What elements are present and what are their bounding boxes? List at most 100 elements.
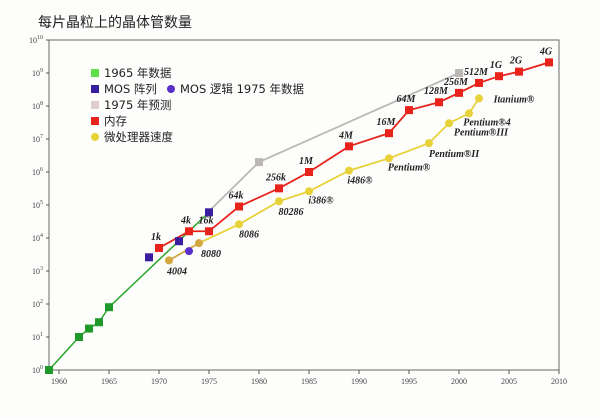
legend-marker-2 (91, 101, 99, 109)
legend-label: 1965 年数据 (104, 66, 172, 80)
series-line-processor (198, 97, 480, 244)
memory-data-label: 4M (338, 130, 354, 141)
x-tick-label: 1985 (301, 377, 317, 386)
marker-processor (275, 197, 283, 206)
y-tick-label: 102 (32, 299, 43, 309)
marker-1965-data (95, 318, 103, 327)
processor-data-label: 8086 (239, 229, 259, 240)
memory-data-label: 2G (509, 56, 523, 67)
x-tick-label: 1970 (151, 377, 167, 386)
marker-memory (515, 67, 523, 76)
series-line-1965 (48, 211, 210, 371)
y-tick-label: 100 (32, 365, 43, 375)
marker-1965-data (85, 324, 93, 333)
memory-data-label: 256M (443, 77, 469, 88)
marker-memory (205, 227, 213, 236)
marker-1975-prediction (255, 158, 263, 167)
marker-processor (195, 239, 203, 248)
memory-data-label: 64k (229, 191, 244, 202)
memory-data-label: 64M (397, 94, 417, 105)
marker-processor (475, 94, 483, 103)
marker-memory (155, 243, 163, 252)
processor-data-label: 8080 (201, 249, 221, 260)
legend-label: 1975 年预测 (104, 98, 171, 112)
processor-data-label: Itanium® (493, 94, 535, 105)
marker-1965-data (75, 333, 83, 341)
marker-mos-array (205, 208, 213, 217)
x-tick-label: 1990 (351, 377, 367, 386)
processor-data-label: Pentium®4 (463, 117, 510, 128)
marker-memory (275, 184, 283, 193)
legend-marker-1 (91, 85, 99, 93)
y-tick-label: 106 (32, 167, 43, 177)
marker-processor (345, 166, 353, 175)
legend-marker-mos-logic (167, 85, 175, 93)
marker-mos-logic (185, 247, 193, 256)
y-tick-label: 103 (32, 266, 43, 276)
memory-data-label: 512M (464, 67, 489, 78)
legend-label: MOS 逻辑 1975 年数据 (180, 82, 305, 96)
processor-data-label: Pentium®II (429, 149, 480, 160)
memory-data-label: 1k (151, 232, 161, 243)
memory-data-label: 256k (265, 172, 286, 183)
y-tick-label: 1010 (29, 35, 43, 45)
marker-memory (305, 168, 313, 176)
x-tick-label: 1995 (401, 377, 417, 386)
memory-data-label: 128M (424, 86, 449, 97)
marker-memory (235, 202, 243, 211)
marker-mos-array (145, 253, 153, 262)
x-tick-label: 1975 (201, 377, 217, 386)
processor-data-label: Pentium®III (454, 127, 509, 138)
legend-marker-0 (91, 69, 99, 77)
marker-memory (475, 78, 483, 87)
marker-processor (385, 154, 393, 163)
marker-memory (495, 72, 503, 81)
marker-1965-data (105, 303, 113, 312)
series-line-processor-early (168, 242, 200, 262)
marker-memory (455, 88, 463, 97)
chart-title: 每片晶粒上的晶体管数量 (38, 15, 192, 31)
marker-memory (385, 129, 393, 138)
memory-data-label: 1G (490, 60, 503, 71)
processor-data-label: i486® (347, 176, 373, 187)
marker-1965-data (45, 366, 53, 374)
legend-marker-4 (91, 133, 99, 141)
legend-marker-3 (91, 117, 99, 125)
y-tick-label: 108 (32, 101, 43, 111)
legend-label: 微处理器速度 (104, 130, 173, 144)
processor-data-label: 80286 (279, 207, 304, 218)
processor-data-label: Pentium® (388, 162, 431, 173)
processor-data-label: i386® (308, 195, 334, 206)
memory-data-label: 16k (199, 215, 214, 226)
marker-memory (435, 98, 443, 107)
y-tick-label: 101 (32, 332, 43, 342)
x-tick-label: 1965 (101, 377, 117, 386)
marker-processor (445, 119, 453, 128)
memory-data-label: 16M (377, 117, 397, 128)
y-tick-label: 107 (32, 134, 43, 144)
marker-memory (405, 106, 413, 115)
x-tick-label: 2005 (501, 377, 517, 386)
legend-label: MOS 阵列 (104, 82, 157, 96)
y-tick-label: 104 (32, 233, 43, 243)
marker-mos-array (175, 237, 183, 246)
marker-processor (165, 256, 173, 265)
processor-data-label: 4004 (166, 266, 187, 277)
y-tick-label: 105 (32, 200, 43, 210)
x-tick-label: 2000 (451, 377, 467, 386)
marker-1975-prediction (455, 69, 463, 77)
x-tick-label: 2010 (551, 377, 567, 386)
x-tick-label: 1980 (251, 377, 267, 386)
memory-data-label: 4G (539, 46, 553, 57)
memory-data-label: 4k (180, 215, 191, 226)
y-tick-label: 109 (32, 68, 43, 78)
marker-processor (465, 109, 473, 118)
marker-processor (235, 220, 243, 229)
memory-data-label: 1M (299, 156, 314, 167)
marker-memory (185, 227, 193, 236)
marker-processor (425, 139, 433, 148)
marker-processor (305, 187, 313, 196)
x-tick-label: 1960 (51, 377, 67, 386)
